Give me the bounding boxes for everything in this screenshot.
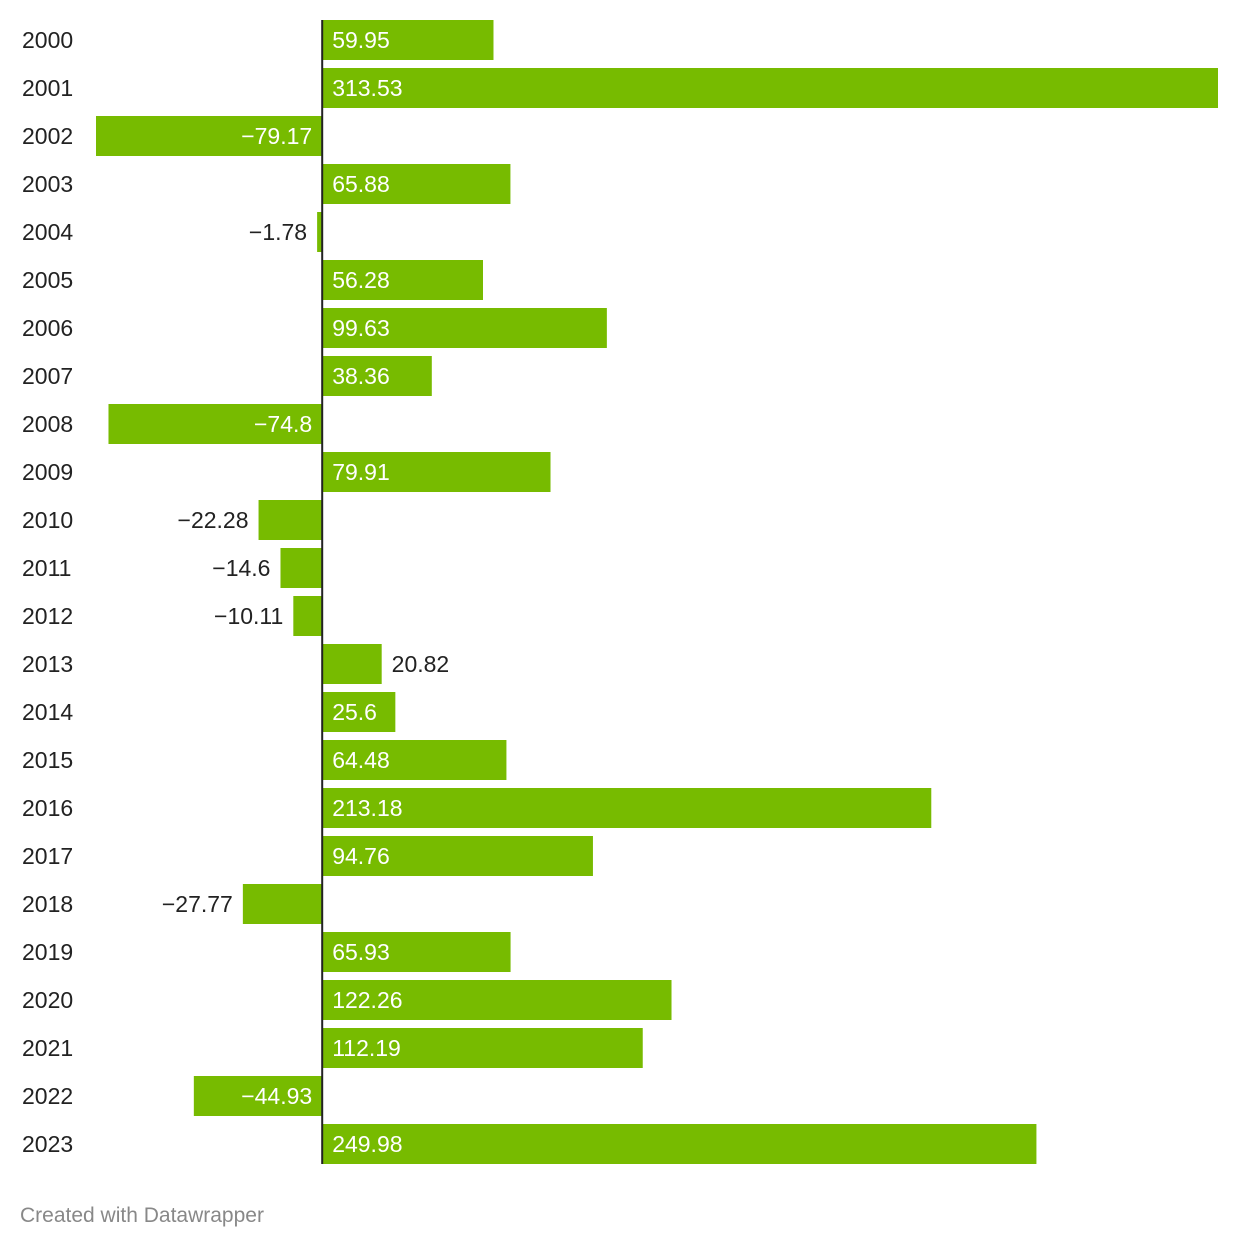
category-label: 2008 xyxy=(22,411,73,437)
category-label: 2014 xyxy=(22,699,73,725)
bar xyxy=(258,500,323,540)
category-label: 2010 xyxy=(22,507,73,533)
bar xyxy=(322,740,507,780)
value-label: 65.93 xyxy=(332,939,390,965)
category-labels: 2000 2001 2002 2003 2004 2005 2006 2007 2008 2009… xyxy=(22,27,73,1157)
value-label: 112.19 xyxy=(332,1035,401,1061)
bar xyxy=(322,68,1218,108)
value-label: 99.63 xyxy=(332,315,390,341)
value-label: 122.26 xyxy=(332,987,402,1013)
category-label: 2015 xyxy=(22,747,73,773)
value-label: −14.6 xyxy=(212,555,270,581)
bar xyxy=(108,404,323,444)
category-label: 2022 xyxy=(22,1083,73,1109)
bar xyxy=(322,932,511,972)
category-label: 2001 xyxy=(22,75,73,101)
category-label: 2002 xyxy=(22,123,73,149)
category-label: 2019 xyxy=(22,939,73,965)
value-label: 56.28 xyxy=(332,267,390,293)
value-label: 59.95 xyxy=(332,27,390,53)
bar xyxy=(322,1124,1037,1164)
category-label: 2000 xyxy=(22,27,73,53)
value-label: 79.91 xyxy=(332,459,390,485)
category-label: 2007 xyxy=(22,363,73,389)
value-label: 94.76 xyxy=(332,843,390,869)
category-label: 2017 xyxy=(22,843,73,869)
bar xyxy=(322,452,551,492)
value-label: 20.82 xyxy=(392,651,450,677)
footer-credit: Created with Datawrapper xyxy=(20,1204,264,1227)
category-label: 2006 xyxy=(22,315,73,341)
category-label: 2003 xyxy=(22,171,73,197)
bar xyxy=(322,356,432,396)
value-label: −44.93 xyxy=(241,1083,312,1109)
value-label: −79.17 xyxy=(241,123,312,149)
value-label: −27.77 xyxy=(162,891,233,917)
value-label: −74.8 xyxy=(254,411,312,437)
bars xyxy=(96,20,1218,1164)
value-label: 25.6 xyxy=(332,699,377,725)
category-label: 2009 xyxy=(22,459,73,485)
value-label: 249.98 xyxy=(332,1131,402,1157)
bar xyxy=(322,1028,643,1068)
bar xyxy=(322,644,382,684)
category-label: 2004 xyxy=(22,219,73,245)
bar xyxy=(322,308,607,348)
bar xyxy=(317,212,323,252)
bar xyxy=(322,980,672,1020)
category-label: 2005 xyxy=(22,267,73,293)
value-label: −22.28 xyxy=(178,507,249,533)
category-label: 2020 xyxy=(22,987,73,1013)
bar xyxy=(322,164,511,204)
value-label: 64.48 xyxy=(332,747,390,773)
value-label: −10.11 xyxy=(214,603,283,629)
value-labels: 59.95 313.53 −79.17 65.88 −1.78 56.28 99.63 38.… xyxy=(162,27,449,1157)
bar xyxy=(322,836,593,876)
value-label: −1.78 xyxy=(249,219,307,245)
category-label: 2023 xyxy=(22,1131,73,1157)
bar xyxy=(96,116,323,156)
value-label: 38.36 xyxy=(332,363,390,389)
bar xyxy=(322,788,932,828)
bar xyxy=(293,596,323,636)
bar xyxy=(193,1076,323,1116)
value-label: 65.88 xyxy=(332,171,390,197)
bar xyxy=(280,548,323,588)
category-label: 2013 xyxy=(22,651,73,677)
bar xyxy=(322,260,483,300)
category-label: 2011 xyxy=(22,555,71,581)
value-label: 313.53 xyxy=(332,75,402,101)
bar xyxy=(322,692,396,732)
value-label: 213.18 xyxy=(332,795,402,821)
category-label: 2021 xyxy=(22,1035,73,1061)
bar xyxy=(242,884,323,924)
bar xyxy=(322,20,494,60)
bar-chart: 2000 2001 2002 2003 2004 2005 2006 2007 2008 2009… xyxy=(22,20,1218,1164)
category-label: 2016 xyxy=(22,795,73,821)
category-label: 2012 xyxy=(22,603,73,629)
category-label: 2018 xyxy=(22,891,73,917)
